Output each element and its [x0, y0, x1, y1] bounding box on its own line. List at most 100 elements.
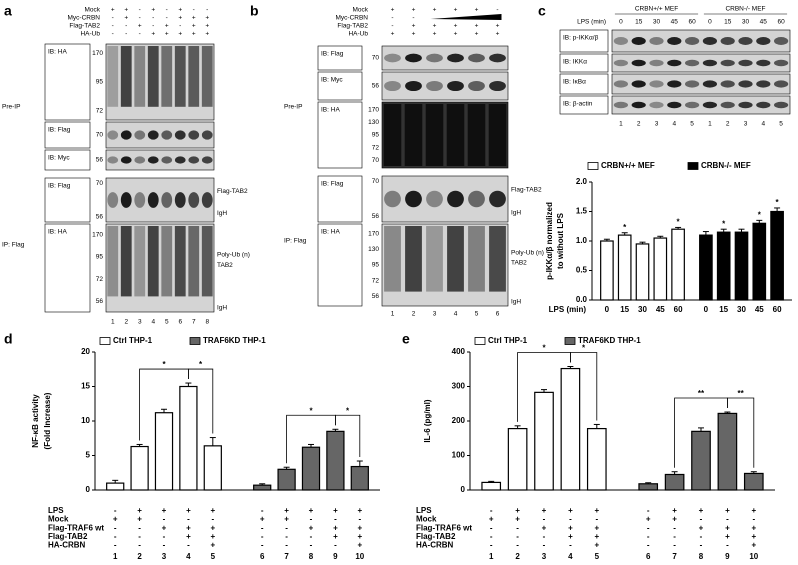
- treatment-sign: +: [496, 23, 500, 30]
- blot-smear: [488, 104, 507, 166]
- treatment-sign: -: [193, 7, 195, 14]
- blot-smear: [405, 226, 422, 292]
- significance-bracket: [335, 414, 361, 458]
- blot-band: [384, 80, 401, 92]
- legend-label: CRBN+/+ MEF: [601, 161, 655, 170]
- blot-band: [384, 53, 401, 63]
- treatment-name: LPS: [48, 506, 64, 515]
- ib-label-box: [317, 175, 363, 223]
- blot-band: [667, 59, 682, 67]
- lane-number: 4: [454, 311, 458, 318]
- group-label: CRBN-/- MEF: [725, 6, 765, 13]
- bar: [664, 473, 685, 491]
- x-tick-label: 2: [137, 552, 142, 561]
- treatment-sign: -: [391, 23, 393, 30]
- treatment-sign: +: [333, 532, 338, 541]
- y-tick-label: 0: [86, 485, 91, 494]
- blot-band: [773, 37, 789, 45]
- treatment-sign: -: [138, 541, 141, 550]
- legend-label: Ctrl THP-1: [488, 336, 528, 345]
- blot-smear: [134, 46, 146, 107]
- blot-band: [738, 101, 753, 109]
- treatment-sign: -: [112, 31, 114, 38]
- bar: [743, 472, 764, 491]
- treatment-sign: +: [672, 515, 677, 524]
- lane-number: 2: [637, 121, 641, 128]
- treatment-sign: -: [152, 15, 154, 22]
- treatment-sign: -: [412, 15, 414, 22]
- treatment-sign: -: [647, 541, 650, 550]
- mw-marker: 70: [372, 55, 380, 62]
- treatment-name: HA-CRBN: [416, 541, 454, 550]
- mw-marker: 56: [96, 213, 104, 220]
- treatment-sign: -: [700, 541, 703, 550]
- blot-smear: [425, 104, 444, 166]
- x-tick-label: 8: [309, 552, 314, 561]
- treatment-sign: -: [543, 515, 546, 524]
- ib-label: IB: Myc: [321, 77, 343, 84]
- blot-band: [426, 190, 443, 208]
- blot-band: [174, 130, 186, 140]
- blot-band: [107, 192, 119, 208]
- mw-marker: 56: [96, 298, 104, 305]
- dose-wedge: [430, 14, 502, 20]
- significance: *: [346, 406, 350, 415]
- blot-band: [120, 192, 132, 208]
- treatment-sign: -: [285, 523, 288, 532]
- treatment-sign: -: [334, 541, 337, 550]
- blot-smear: [383, 104, 402, 166]
- treatment-sign: -: [490, 506, 493, 515]
- blot-band: [773, 59, 789, 67]
- y-tick-label: 1.0: [576, 236, 588, 245]
- blot-smear: [201, 46, 213, 107]
- treatment-sign: +: [124, 7, 128, 14]
- treatment-sign: 30: [653, 19, 661, 26]
- bar: [734, 231, 749, 301]
- significance: *: [309, 406, 313, 415]
- blot-band: [720, 80, 735, 88]
- blot-smear: [426, 226, 443, 292]
- band-label: IgH: [511, 210, 521, 217]
- blot-band: [147, 192, 159, 208]
- blot: [381, 223, 509, 307]
- blot-band: [489, 53, 506, 63]
- lane-number: 3: [744, 121, 748, 128]
- y-axis-label: p-IKKα/β normalized: [545, 202, 554, 280]
- treatment-sign: +: [515, 515, 520, 524]
- blot-band: [468, 53, 485, 63]
- treatment-sign: +: [165, 31, 169, 38]
- y-tick-label: 2.0: [576, 177, 588, 186]
- blot: [381, 45, 509, 71]
- treatment-name: Mock: [352, 7, 368, 14]
- lane-number: 2: [412, 311, 416, 318]
- treatment-sign: +: [412, 31, 416, 38]
- blot-band: [613, 101, 629, 109]
- mw-marker: 95: [372, 262, 380, 269]
- y-tick-label: 10: [81, 416, 90, 425]
- treatment-sign: -: [285, 541, 288, 550]
- x-tick-label: 6: [646, 552, 651, 561]
- x-tick-label: 30: [737, 305, 746, 314]
- treatment-sign: -: [310, 541, 313, 550]
- treatment-sign: -: [166, 7, 168, 14]
- treatment-sign: -: [647, 532, 650, 541]
- treatment-sign: -: [310, 532, 313, 541]
- bar: [277, 468, 296, 491]
- treatment-sign: +: [210, 532, 215, 541]
- lane-number: 4: [151, 319, 155, 326]
- treatment-sign: +: [137, 515, 142, 524]
- lane-number: 5: [690, 121, 694, 128]
- blot-band: [468, 80, 485, 92]
- blot-smear: [120, 226, 132, 297]
- panel-letter: b: [250, 3, 259, 19]
- treatment-sign: +: [186, 523, 191, 532]
- treatment-sign: -: [647, 506, 650, 515]
- blot-band: [631, 59, 646, 67]
- bar: [507, 427, 528, 491]
- mw-marker: 70: [372, 178, 380, 185]
- ib-label-box: [559, 53, 609, 73]
- band-label: IgH: [511, 299, 521, 306]
- treatment-sign: -: [114, 523, 117, 532]
- treatment-sign: +: [568, 506, 573, 515]
- treatment-sign: -: [569, 515, 572, 524]
